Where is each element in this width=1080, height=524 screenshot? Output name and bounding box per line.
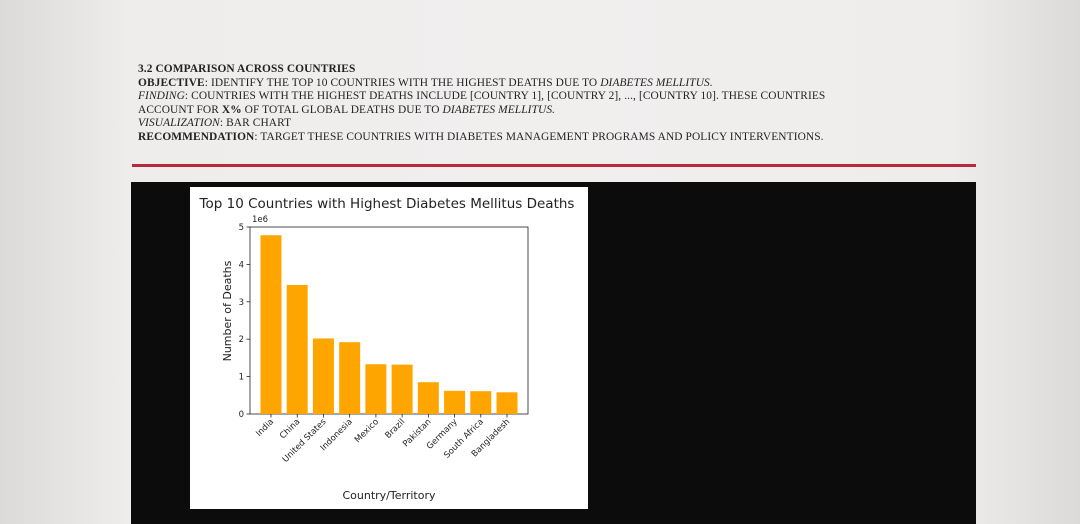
y-tick-label: 3 [239,298,244,308]
x-tick-label: Mexico [353,417,381,445]
visualization-line: VISUALIZATION: BAR CHART [138,117,292,130]
bar [339,342,361,414]
x-tick-label: India [254,417,276,439]
y-tick-label: 5 [239,223,244,233]
recommendation-line: RECOMMENDATION: TARGET THESE COUNTRIES W… [138,130,824,143]
chart-title: Top 10 Countries with Highest Diabetes M… [199,196,575,212]
bar [260,235,282,414]
y-tick-label: 2 [239,335,244,345]
bar [391,364,413,414]
section-heading: 3.2 COMPARISON ACROSS COUNTRIES [138,63,356,75]
bar [417,382,439,414]
bar [444,390,466,414]
y-tick-label: 1 [239,373,244,383]
x-tick-label: Brazil [383,417,407,441]
x-axis-label: Country/Territory [342,489,435,502]
section-text: 3.2 COMPARISON ACROSS COUNTRIES OBJECTIV… [138,63,968,145]
bar [312,338,334,414]
y-tick-label: 0 [239,410,244,420]
y-axis-label: Number of Deaths [221,260,234,361]
bar [470,391,492,414]
y-tick-label: 4 [239,260,244,270]
x-tick-label: China [278,417,302,441]
finding-line-2: ACCOUNT FOR X% OF TOTAL GLOBAL DEATHS DU… [138,103,556,116]
chart-figure: Top 10 Countries with Highest Diabetes M… [190,187,588,509]
axes-frame [249,226,529,415]
finding-line: FINDING: COUNTRIES WITH THE HIGHEST DEAT… [138,90,826,103]
bar [286,284,308,414]
divider-rule [132,164,976,167]
objective-line: OBJECTIVE: IDENTIFY THE TOP 10 COUNTRIES… [138,76,713,89]
bar [496,392,518,414]
bar [365,364,387,414]
y-scale-label: 1e6 [252,215,268,225]
bar-chart: Top 10 Countries with Highest Diabetes M… [199,196,575,502]
